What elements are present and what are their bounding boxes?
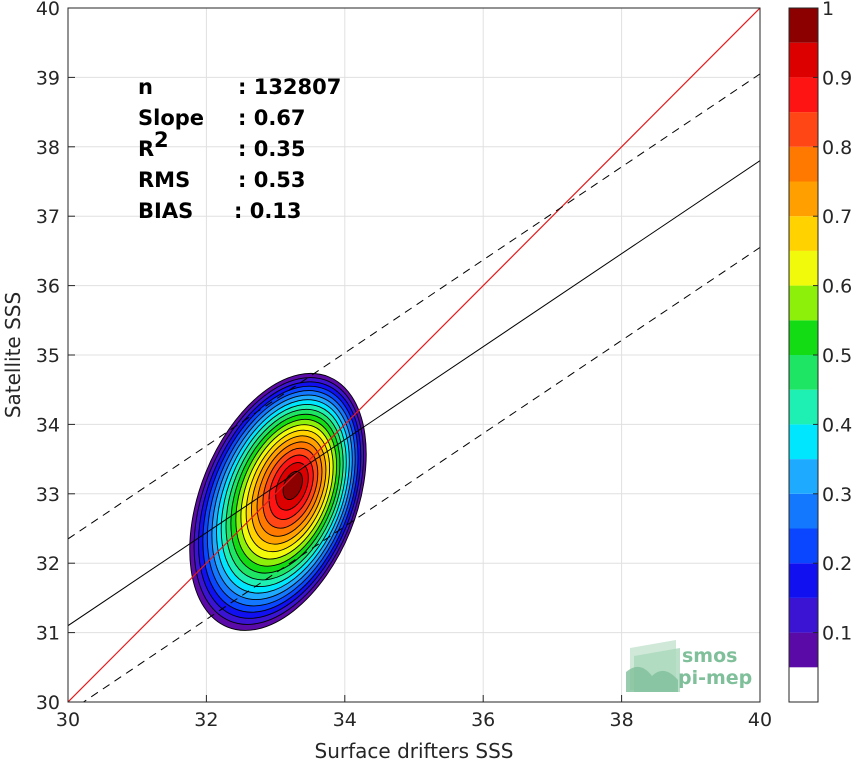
colorbar: 0.1 0.2 0.3 0.4 0.5 0.6 0.7 0.8 0.9 1 — [788, 0, 852, 703]
identity-line — [68, 8, 760, 702]
stat-value: : 132807 — [238, 75, 341, 99]
y-tick-label: 36 — [36, 276, 60, 298]
y-tick-label: 30 — [36, 692, 60, 714]
density-contours — [189, 372, 367, 631]
smos-pimep-logo: smos pi-mep — [626, 640, 752, 692]
colorbar-segment — [789, 112, 818, 147]
x-tick-label: 34 — [333, 709, 357, 731]
stat-value: : 0.35 — [238, 137, 306, 161]
colorbar-segment — [789, 250, 818, 286]
x-axis-label: Surface drifters SSS — [315, 739, 514, 763]
colorbar-tick-label: 1 — [822, 0, 834, 20]
y-tick-label: 38 — [36, 137, 60, 159]
colorbar-tick-label: 0.6 — [822, 276, 852, 298]
colorbar-segment — [789, 77, 818, 113]
stat-label: RMS — [138, 168, 190, 192]
colorbar-segment — [789, 424, 818, 460]
colorbar-segment — [789, 146, 818, 182]
y-tick-label: 39 — [36, 67, 60, 89]
stat-label: n — [138, 75, 153, 99]
colorbar-tick-label: 0.3 — [822, 484, 852, 506]
logo-text-pimep: pi-mep — [678, 667, 752, 689]
colorbar-segment — [789, 216, 818, 251]
x-tick-label: 36 — [471, 709, 495, 731]
colorbar-segment — [789, 459, 818, 494]
y-tick-label: 31 — [36, 623, 60, 645]
colorbar-tick-label: 0.2 — [822, 553, 852, 575]
logo-text-smos: smos — [682, 645, 737, 667]
colorbar-segment — [789, 667, 818, 702]
colorbar-segment — [789, 355, 818, 390]
x-tick-label: 38 — [610, 709, 634, 731]
colorbar-segment — [789, 42, 818, 78]
colorbar-tick-label: 0.8 — [822, 137, 852, 159]
colorbar-segment — [789, 320, 818, 355]
y-tick-label: 35 — [36, 345, 60, 367]
x-axis-ticks: 30 32 34 36 38 40 — [56, 695, 772, 731]
y-tick-label: 32 — [36, 553, 60, 575]
x-tick-label: 32 — [194, 709, 218, 731]
colorbar-segment — [789, 285, 818, 321]
colorbar-segment — [789, 632, 818, 668]
colorbar-tick-label: 0.4 — [822, 414, 852, 436]
stat-label: R — [138, 137, 154, 161]
y-axis-label: Satellite SSS — [1, 292, 25, 418]
statistics-box: n : 132807 Slope : 0.67 R 2 : 0.35 RMS : 0.53 BIA… — [138, 75, 341, 223]
y-axis-ticks: 30 31 32 33 34 35 36 37 38 39 40 — [36, 0, 75, 714]
colorbar-segment — [789, 597, 818, 633]
reference-lines — [68, 8, 760, 702]
colorbar-segment — [789, 181, 818, 217]
y-tick-label: 37 — [36, 206, 60, 228]
colorbar-tick-label: 0.1 — [822, 623, 852, 645]
colorbar-segment — [789, 493, 818, 529]
colorbar-segment — [789, 563, 818, 598]
colorbar-segment — [789, 8, 818, 43]
stat-label: Slope — [138, 106, 204, 130]
regression-line — [68, 160, 760, 627]
colorbar-tick-label: 0.5 — [822, 345, 852, 367]
x-tick-label: 30 — [56, 709, 80, 731]
colorbar-segment — [789, 528, 818, 564]
colorbar-tick-label: 0.9 — [822, 67, 852, 89]
x-tick-label: 40 — [748, 709, 772, 731]
stat-value: : 0.67 — [238, 106, 306, 130]
grid-lines — [68, 8, 760, 702]
stat-value: : 0.13 — [234, 199, 302, 223]
colorbar-segment — [789, 389, 818, 425]
logo-icon — [626, 640, 680, 692]
y-tick-label: 34 — [36, 414, 60, 436]
stat-superscript: 2 — [154, 128, 169, 152]
stat-label: BIAS — [138, 199, 193, 223]
colorbar-tick-label: 0.7 — [822, 206, 852, 228]
y-tick-label: 40 — [36, 0, 60, 20]
y-tick-label: 33 — [36, 484, 60, 506]
stat-value: : 0.53 — [238, 168, 306, 192]
